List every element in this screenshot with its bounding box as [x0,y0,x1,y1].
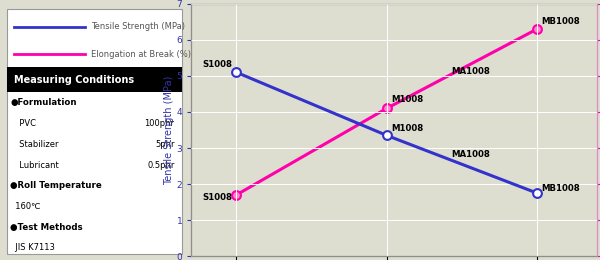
Text: Stabilizer: Stabilizer [14,140,58,149]
Point [232,193,241,197]
Point [532,27,542,31]
Text: MA1008: MA1008 [451,67,490,76]
Text: 5phr: 5phr [155,140,175,149]
Text: ●Formulation: ●Formulation [10,99,77,107]
Point [382,133,391,138]
Text: Elongation at Break (%): Elongation at Break (%) [91,50,191,59]
Text: Lubricant: Lubricant [14,160,59,170]
Point [382,106,391,110]
Text: JIS K7113: JIS K7113 [10,243,55,252]
FancyBboxPatch shape [7,67,182,92]
Text: S1008: S1008 [202,61,232,69]
Text: 0.5phr: 0.5phr [147,160,175,170]
FancyBboxPatch shape [7,9,182,254]
Text: M1008: M1008 [391,124,424,133]
Text: MB1008: MB1008 [541,184,580,193]
Text: S1008: S1008 [202,193,232,202]
Text: 100phr: 100phr [145,119,175,128]
Text: PVC: PVC [14,119,36,128]
Text: MA1008: MA1008 [451,150,490,159]
Text: 160℃: 160℃ [10,202,41,211]
Text: Measuring Conditions: Measuring Conditions [14,75,134,84]
Point [232,70,241,74]
Text: MB1008: MB1008 [541,17,580,25]
Y-axis label: Tensile Strength (MPa): Tensile Strength (MPa) [164,75,174,185]
Text: ●Test Methods: ●Test Methods [10,223,83,232]
Text: ●Roll Temperature: ●Roll Temperature [10,181,102,190]
Text: Tensile Strength (MPa): Tensile Strength (MPa) [91,22,185,31]
Point [532,191,542,195]
Text: M1008: M1008 [391,95,424,104]
